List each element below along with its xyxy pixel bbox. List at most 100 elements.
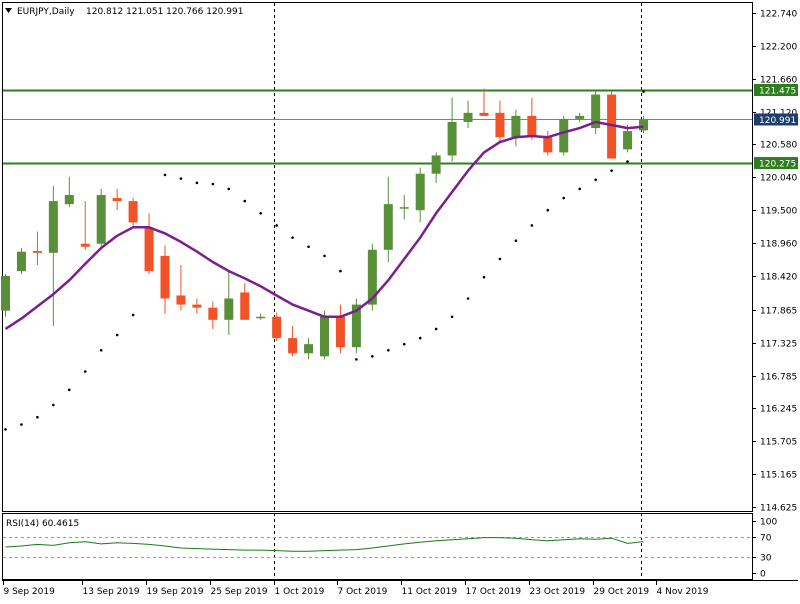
sar-dot [355,358,358,361]
sar-dot [211,182,215,186]
rsi-header-label: RSI(14) 60.4615 [6,519,79,529]
sar-dot [323,254,326,258]
candle-body [48,201,58,253]
candle [639,115,648,134]
time-axis-label: 1 Oct 2019 [275,587,325,597]
sar-dot [530,224,534,227]
chart-header-ohlc: 120.812 121.051 120.766 120.991 [86,7,243,17]
sar-dot [339,269,342,273]
sar-dot [450,315,454,319]
sar-dot [68,388,71,392]
candle [383,176,393,262]
level-price-tag: 120.275 [759,160,796,170]
candle [511,109,521,147]
candle-body [208,307,218,320]
candle-body [192,304,202,308]
candle-body [144,228,154,272]
candles-layer [1,88,648,360]
time-axis-label: 11 Oct 2019 [402,587,458,597]
candle [224,271,234,336]
candle-body [160,255,170,299]
price-axis-label: 122.200 [760,43,797,53]
candle [144,213,154,275]
sar-dot [466,297,470,300]
price-axis-label: 116.245 [760,405,797,415]
candle-body [623,131,633,150]
sar-dot [371,355,374,358]
candle-body [495,112,505,138]
price-panel-frame [2,2,753,512]
sar-dot [291,236,294,239]
candle-body [575,115,585,119]
candle [256,313,266,320]
sar-dot [195,181,199,185]
moving-average-line [4,120,644,330]
candle [192,298,202,314]
sar-dot [594,178,597,182]
candle-body [288,338,298,354]
sar-dot [578,187,581,191]
price-axis-label: 118.420 [760,273,797,283]
level-price-tag-bg [754,84,798,97]
sar-dot [115,333,119,337]
candle-body [367,249,377,305]
time-axis: 9 Sep 2019 13 Sep 2019 19 Sep 2019 25 Sep 2… [3,580,709,597]
candle [575,112,585,122]
time-axis-label: 13 Sep 2019 [83,587,140,597]
moving-average-layer [4,120,644,330]
price-tags-layer: 121.475 120.275 120.991 [754,84,798,170]
candle [431,152,441,183]
candle [96,188,106,247]
sar-dot [562,196,566,200]
candle-body [256,316,266,319]
candle-body [591,94,601,129]
candle [288,325,298,357]
candle-body [304,344,314,354]
price-axis-label: 121.660 [760,76,797,86]
candle [1,274,10,317]
rsi-axis-label: 0 [760,570,766,580]
sar-dot [131,313,135,317]
sar-dot [179,177,183,180]
candle-body [96,195,106,244]
current-price-tag: 120.991 [759,116,796,126]
candle [240,283,250,320]
candle-body [16,251,26,272]
time-axis-label: 9 Sep 2019 [4,587,56,597]
price-axis: 122.740122.200121.660121.120120.580120.0… [752,10,797,514]
candle-body [559,118,569,153]
time-axis-label: 23 Oct 2019 [530,587,586,597]
sar-dot [163,173,167,177]
candle [320,310,329,360]
sar-dot [52,403,55,407]
candle [304,338,314,360]
sar-dot [387,348,390,352]
parabolic-sar-layer [4,90,645,431]
candle [479,88,489,116]
candle [495,100,505,144]
candle [463,100,473,129]
time-axis-label: 4 Nov 2019 [657,587,709,597]
rsi-axis-label: 30 [760,554,772,564]
horizontal-levels-layer [3,89,752,165]
sar-dot [243,199,247,203]
price-axis-label: 120.580 [760,141,797,151]
candle-body [399,207,409,209]
rsi-layer [3,537,752,558]
candle [16,247,26,275]
sar-dot [498,257,502,261]
time-axis-label: 25 Sep 2019 [211,587,268,597]
time-axis-label: 17 Oct 2019 [466,587,522,597]
candle [543,131,553,156]
candle-body [463,112,473,122]
symbol-dropdown-icon[interactable] [5,8,12,13]
candle [32,231,42,266]
sar-dot [402,342,406,346]
candle-body [543,137,553,153]
rsi-axis-label: 70 [760,534,772,544]
rsi-axis: 100 70 30 0 [752,518,777,580]
level-price-tag: 121.475 [759,87,796,97]
price-axis-label: 114.625 [760,504,797,514]
candle-body [351,304,361,348]
